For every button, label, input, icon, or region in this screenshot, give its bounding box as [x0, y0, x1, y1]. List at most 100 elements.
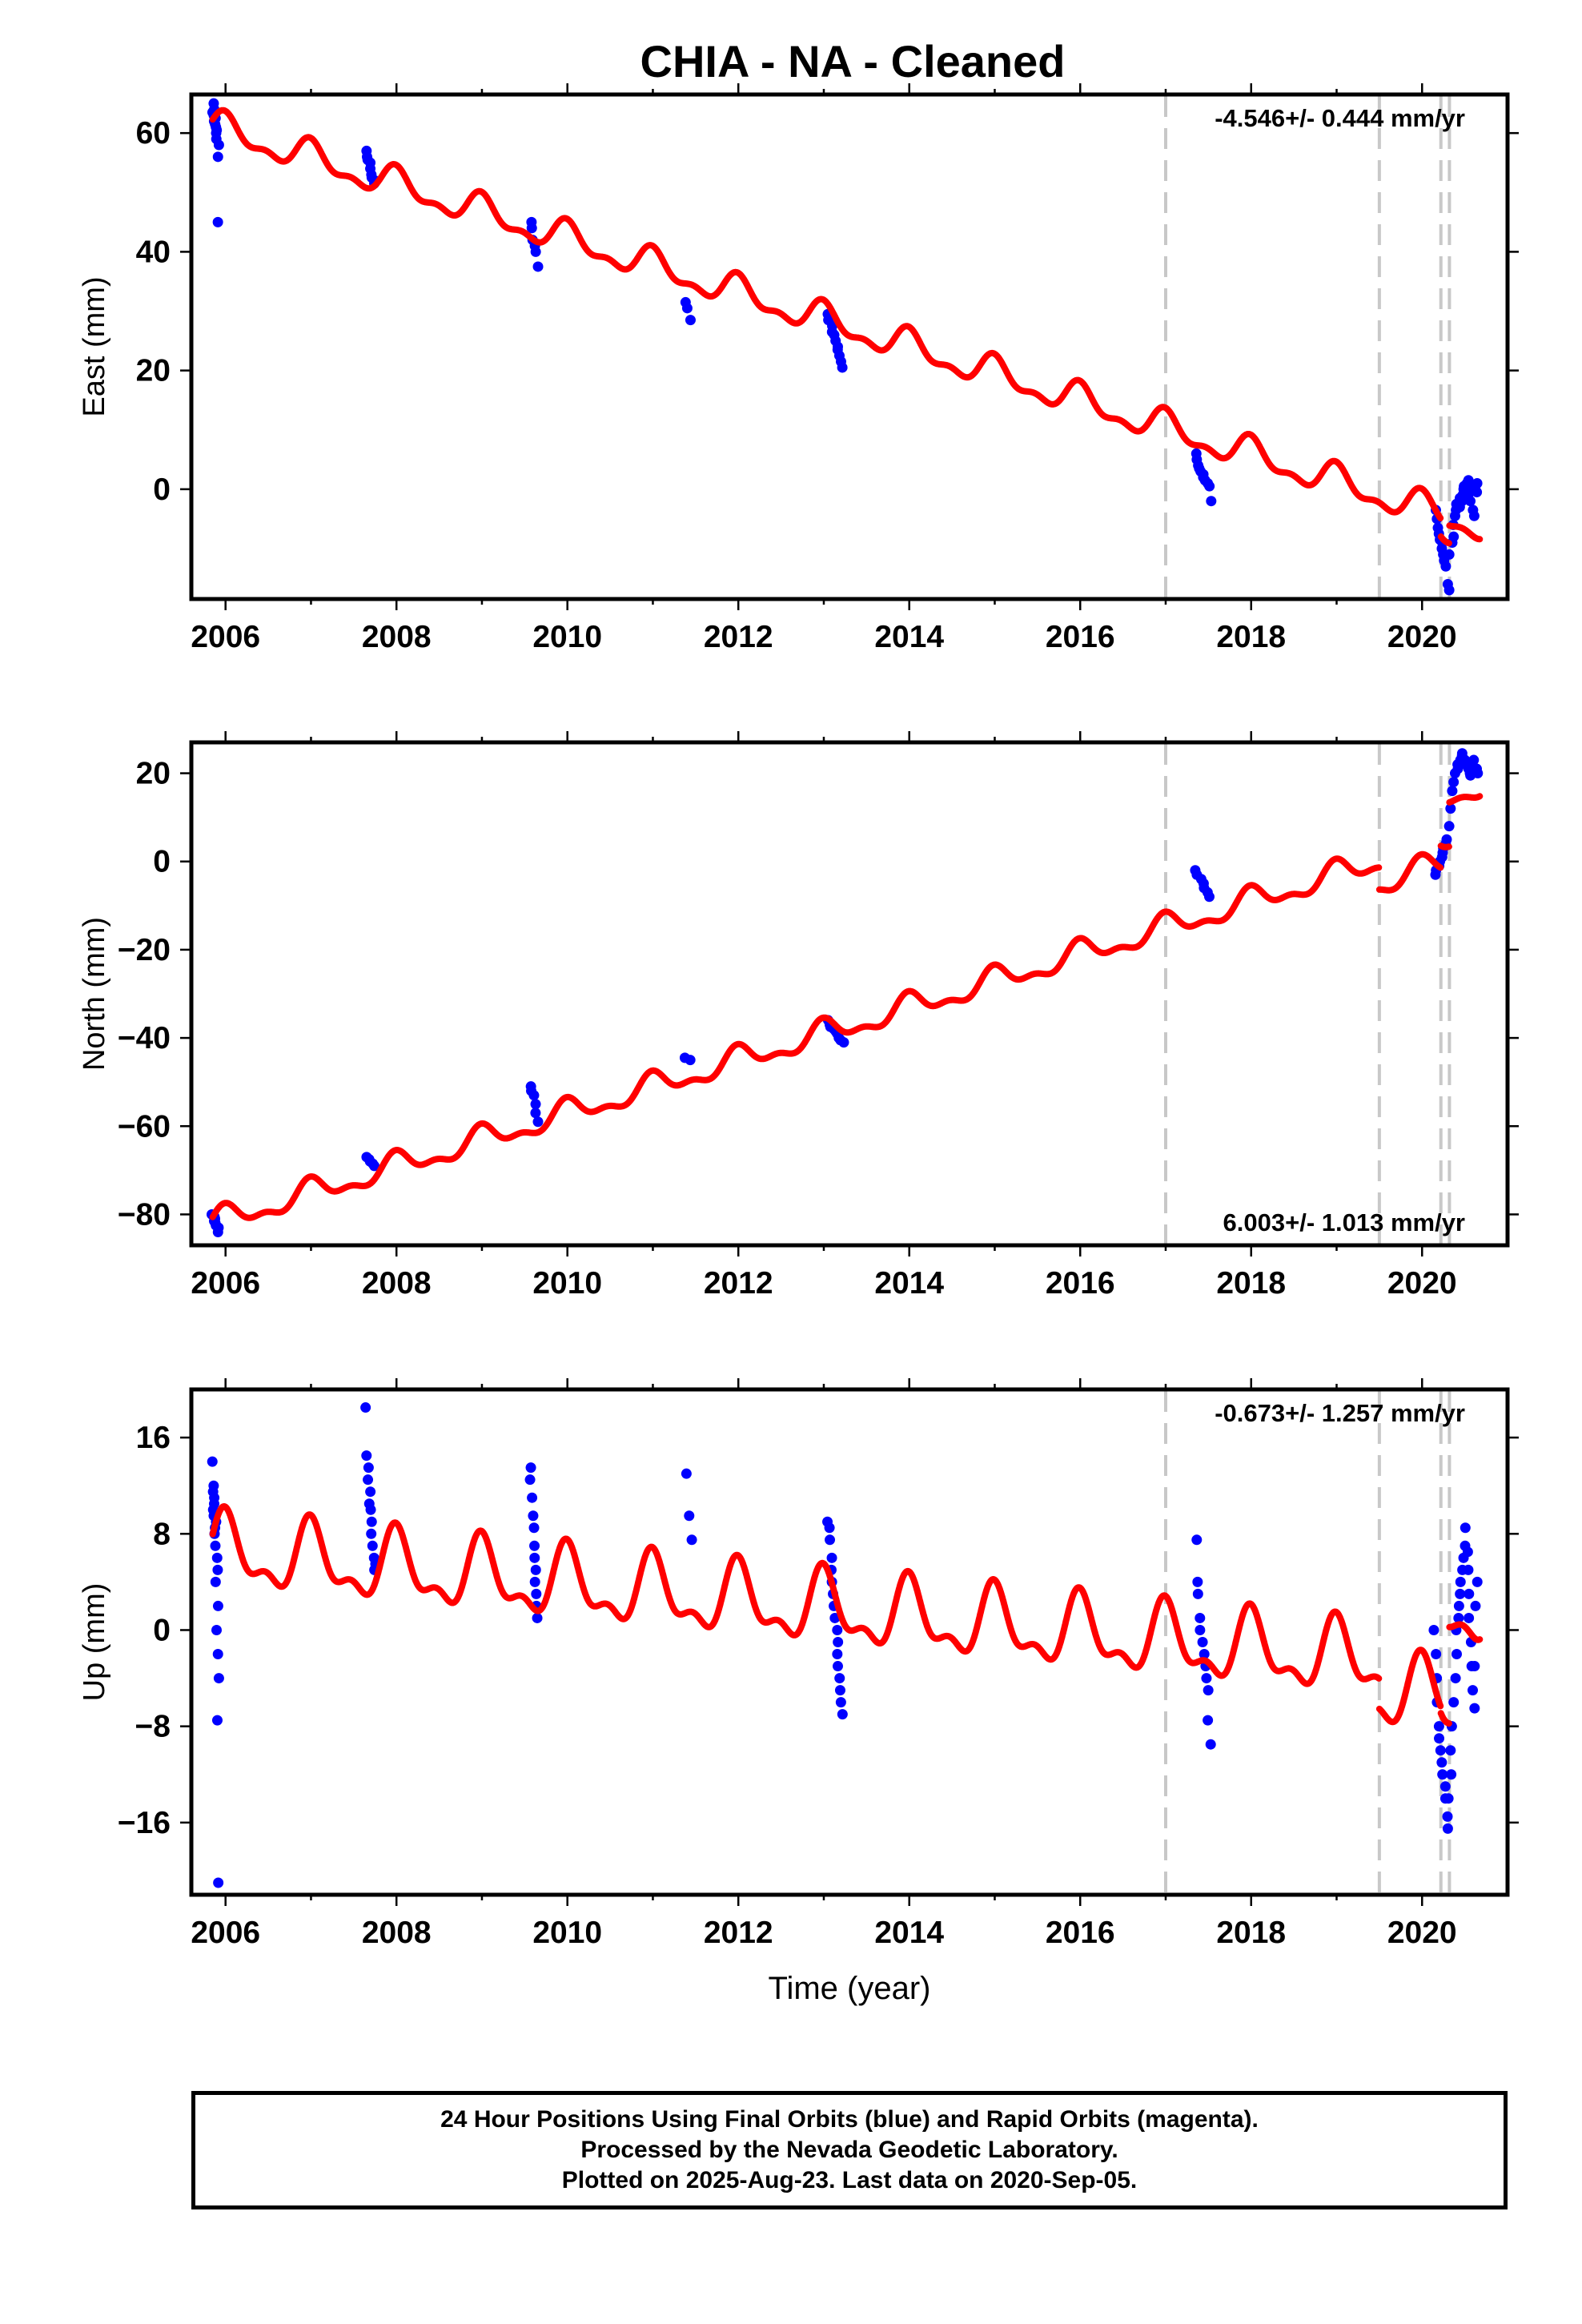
y-tick-label: 0 [153, 1613, 171, 1647]
observation-point [1428, 1624, 1439, 1635]
observation-point [1437, 1769, 1448, 1780]
x-tick-label: 2020 [1387, 1916, 1457, 1950]
y-tick-label: 40 [136, 235, 171, 269]
x-tick-label: 2018 [1216, 1266, 1286, 1301]
y-tick-label: −20 [118, 933, 171, 967]
observation-point [530, 1564, 541, 1575]
y-tick-label: −80 [118, 1197, 171, 1232]
observation-point [1192, 1588, 1203, 1599]
x-tick-label: 2012 [704, 1916, 773, 1950]
observation-point [1455, 1576, 1466, 1587]
observation-point [212, 151, 223, 163]
observation-point [365, 1486, 376, 1498]
observation-point [1468, 510, 1480, 521]
observation-point [212, 1649, 223, 1660]
plot-area [207, 1402, 1484, 1888]
observation-point [212, 1226, 223, 1237]
x-tick-label: 2016 [1046, 1266, 1115, 1301]
observation-point [1464, 1588, 1475, 1599]
observation-point [1463, 1564, 1474, 1575]
observation-point [1443, 549, 1455, 560]
observation-point [1465, 496, 1476, 507]
x-tick-label: 2006 [191, 1916, 260, 1950]
y-tick-label: 0 [153, 472, 171, 507]
observation-point [528, 1510, 539, 1522]
observation-point [681, 1468, 692, 1479]
observation-point [1192, 1576, 1203, 1587]
observation-point [213, 1877, 224, 1888]
observation-point [1447, 786, 1458, 797]
x-tick-label: 2012 [704, 1266, 773, 1301]
observation-point [361, 1450, 372, 1462]
observation-point [211, 1552, 223, 1563]
observation-point [684, 1510, 695, 1522]
chart-title: CHIA - NA - Cleaned [640, 36, 1066, 86]
x-axis-label: Time (year) [769, 1971, 931, 2006]
y-tick-label: −16 [118, 1806, 171, 1840]
x-tick-label: 2016 [1046, 620, 1115, 654]
observation-point [1443, 585, 1455, 596]
observation-point [532, 261, 544, 272]
footer-line-1: 24 Hour Positions Using Final Orbits (bl… [440, 2106, 1259, 2133]
observation-point [1431, 1649, 1442, 1660]
observation-point [212, 1564, 223, 1575]
observation-point [1442, 1823, 1453, 1834]
y-tick-label: −8 [135, 1710, 171, 1744]
observation-point [532, 1612, 543, 1623]
x-tick-label: 2014 [874, 1266, 944, 1301]
observation-point [1435, 1745, 1446, 1756]
observation-point [834, 1685, 845, 1696]
observation-point [1448, 777, 1460, 788]
observation-point [212, 216, 223, 227]
observation-point [529, 1540, 540, 1551]
observation-point [1451, 1649, 1462, 1660]
plot-area [206, 748, 1484, 1237]
observation-point [686, 1534, 697, 1546]
panel-north: 2006 2008 2010 2012 2014 2016 2018 2020 −80 −60 −4… [78, 731, 1519, 1301]
observation-point [832, 1661, 843, 1672]
y-tick-label: 0 [153, 845, 171, 879]
x-tick-label: 2010 [532, 1916, 602, 1950]
observation-point [837, 362, 848, 373]
panel-east: 2006 2008 2010 2012 2014 2016 2018 2020 0 20 40 60 E… [78, 83, 1519, 654]
observation-point [826, 1552, 837, 1563]
observation-point [1439, 1781, 1451, 1792]
observation-point [825, 1534, 836, 1546]
observation-point [832, 1649, 843, 1660]
observation-point [1448, 531, 1460, 542]
observation-point [1203, 1715, 1214, 1726]
observation-point [1434, 1733, 1445, 1744]
x-tick-label: 2010 [532, 620, 602, 654]
panel-frame [189, 92, 1510, 601]
observation-point [1204, 480, 1215, 492]
observation-point [1443, 1793, 1454, 1804]
observation-point [366, 1516, 377, 1527]
observation-point [1440, 561, 1452, 572]
observation-point [1464, 1612, 1475, 1623]
x-tick-label: 2006 [191, 620, 260, 654]
observation-point [834, 1673, 845, 1684]
y-tick-label: 16 [136, 1421, 171, 1455]
x-tick-label: 2010 [532, 1266, 602, 1301]
observation-point [525, 1462, 536, 1474]
y-tick-label: −60 [118, 1109, 171, 1144]
observation-point [1455, 1588, 1466, 1599]
observation-point [1469, 1661, 1480, 1672]
observation-point [1453, 1600, 1464, 1611]
observation-point [366, 1528, 377, 1539]
model-fit-line [209, 793, 1484, 1221]
observation-point [1206, 496, 1217, 507]
observation-point [1195, 1612, 1206, 1623]
observation-point [530, 246, 541, 257]
observation-point [211, 1624, 223, 1635]
velocity-rate-label: -0.673+/- 1.257 mm/yr [1215, 1399, 1465, 1427]
x-tick-label: 2018 [1216, 1916, 1286, 1950]
observation-point [1445, 1745, 1456, 1756]
x-tick-label: 2014 [874, 620, 944, 654]
observation-point [1472, 1576, 1483, 1587]
observation-point [532, 1116, 544, 1128]
plot-area [207, 98, 1484, 596]
observation-point [1201, 1673, 1212, 1684]
y-axis-label: East (mm) [78, 276, 111, 416]
observation-point [212, 1600, 223, 1611]
